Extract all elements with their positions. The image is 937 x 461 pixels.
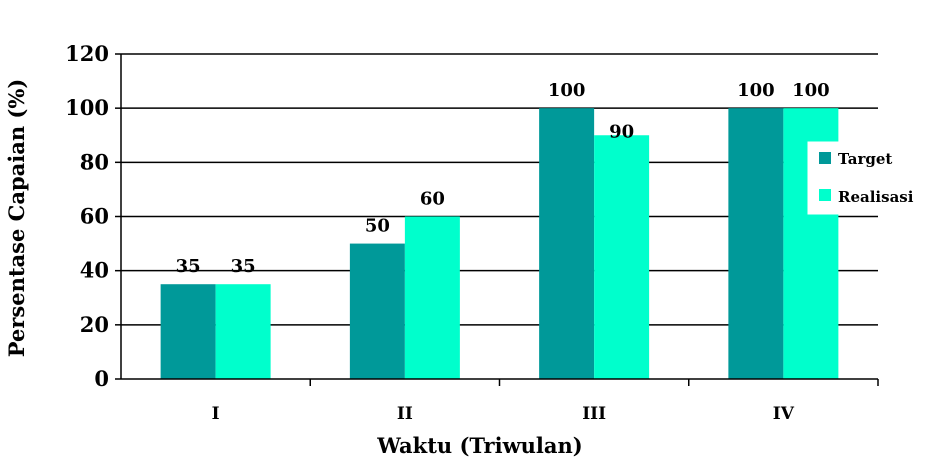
data-label-realisasi-II: 60 [420,189,445,210]
legend: Target Realisasi [807,141,937,215]
y-axis-title: Persentase Capaian (%) [4,79,29,358]
y-tick-label-0: 0 [94,366,109,391]
data-label-target-III: 100 [548,80,586,101]
x-tick-label-III: III [582,404,606,424]
y-tick-label-60: 60 [80,204,109,229]
y-tick-label-100: 100 [65,95,109,120]
legend-label-realisasi: Realisasi [838,188,914,206]
data-label-realisasi-IV: 100 [792,80,830,101]
bar-realisasi-III [594,135,650,379]
legend-label-target: Target [838,150,892,168]
bar-target-II [349,243,405,379]
legend-swatch-realisasi [819,189,831,201]
bar-realisasi-I [215,284,271,379]
x-tick-label-IV: IV [773,404,795,424]
legend-swatch-target [819,152,831,164]
data-label-target-I: 35 [176,256,201,277]
y-tick-label-120: 120 [65,41,109,66]
x-tick-label-II: II [397,404,413,424]
data-label-realisasi-I: 35 [231,256,256,277]
bar-realisasi-II [404,216,460,379]
y-tick-label-20: 20 [80,312,109,337]
bar-target-III [539,108,595,380]
y-tick-label-40: 40 [80,258,109,283]
x-axis-title: Waktu (Triwulan) [376,433,582,458]
y-tick-label-80: 80 [80,149,109,174]
data-label-target-IV: 100 [737,80,775,101]
bar-target-I [160,284,216,379]
bar-target-IV [728,108,784,380]
data-label-target-II: 50 [365,216,390,237]
data-labels: 35 35 50 60 100 90 100 100 [176,80,830,277]
x-tick-label-I: I [212,404,220,424]
bars [160,108,839,380]
data-label-realisasi-III: 90 [609,121,634,142]
